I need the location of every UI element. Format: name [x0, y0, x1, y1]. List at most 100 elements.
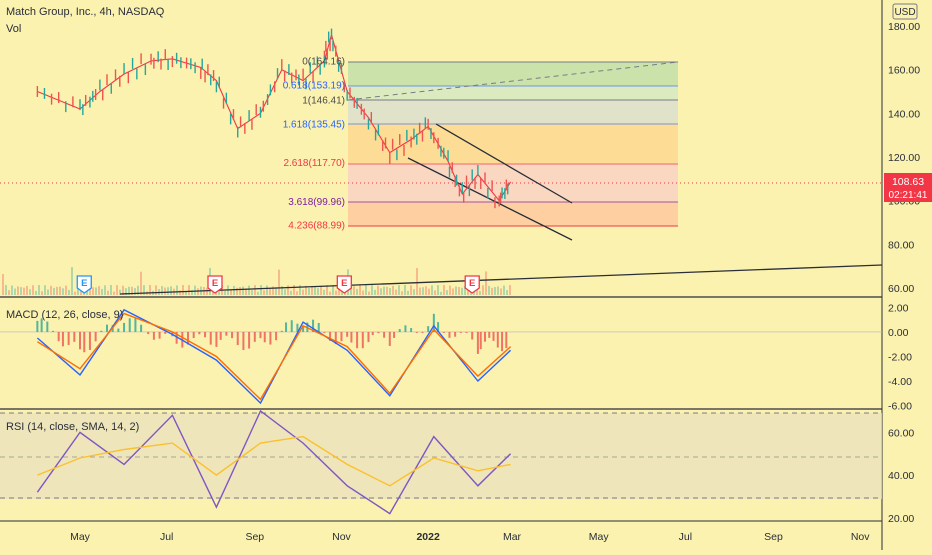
macd-histogram-bar [73, 331, 76, 342]
volume-bar [86, 288, 88, 295]
macd-histogram-bar [94, 331, 97, 342]
macd-histogram-bar [40, 318, 43, 332]
volume-bar [35, 290, 37, 295]
volume-bar [404, 285, 406, 295]
channel-upper-line[interactable] [435, 123, 573, 204]
volume-bar [389, 287, 391, 295]
volume-bar [335, 290, 337, 295]
macd-histogram-bar [242, 331, 245, 351]
earnings-marker[interactable]: E [336, 275, 352, 294]
x-tick-label: Mar [503, 531, 522, 543]
volume-bar [353, 286, 355, 295]
volume-bar [395, 289, 397, 295]
volume-bar [62, 288, 64, 295]
price-badge-countdown: 02:21:41 [889, 190, 928, 201]
macd-title[interactable]: MACD (12, 26, close, 9) [6, 309, 123, 321]
volume-title[interactable]: Vol [6, 23, 22, 35]
currency-label: USD [894, 7, 915, 18]
plot-layer [0, 28, 882, 515]
volume-bar [224, 291, 226, 295]
x-tick-label: Sep [764, 531, 783, 543]
volume-bar [425, 286, 427, 295]
fib-extension-zones[interactable] [347, 61, 679, 227]
currency-badge[interactable] [892, 3, 918, 20]
earnings-marker[interactable]: E [76, 275, 92, 294]
volume-bar [23, 287, 25, 295]
macd-histogram-bar [147, 331, 150, 335]
macd-histogram-bar [492, 331, 495, 341]
volume-bar [128, 286, 130, 295]
macd-histogram-bar [198, 331, 201, 335]
macd-histogram-bar [46, 321, 49, 332]
macd-histogram-bar [187, 331, 189, 345]
volume-bar [422, 287, 424, 295]
volume-bar [50, 285, 52, 295]
macd-histogram-bar [231, 331, 234, 339]
volume-bar [74, 291, 76, 295]
volume-bar [428, 288, 430, 295]
volume-bar [47, 289, 49, 295]
volume-bar [239, 287, 241, 295]
volume-bar [254, 285, 256, 295]
long-trend-line[interactable] [119, 264, 883, 295]
volume-bar [98, 286, 100, 295]
volume-bar [413, 289, 415, 295]
volume-bar [131, 286, 133, 295]
volume-bar [323, 289, 325, 295]
volume-bar [497, 286, 499, 295]
volume-bar [416, 268, 418, 295]
volume-bar [338, 285, 340, 295]
volume-bar [383, 286, 385, 295]
channel-lower-line[interactable] [407, 157, 573, 241]
volume-bar [329, 291, 331, 295]
volume-bar [71, 267, 73, 295]
macd-histogram-bar [361, 331, 364, 349]
macd-histogram-bar [248, 331, 251, 349]
macd-histogram-bar [317, 322, 320, 332]
macd-histogram-bar [253, 331, 256, 342]
volume-bar [257, 291, 259, 295]
macd-histogram-bar [296, 323, 299, 332]
volume-bar [464, 285, 466, 295]
rsi-title[interactable]: RSI (14, close, SMA, 14, 2) [6, 421, 139, 433]
volume-bar [275, 287, 277, 295]
volume-bar [113, 291, 115, 295]
macd-histogram-bar [83, 331, 86, 353]
macd-histogram-bar [404, 325, 407, 332]
macd-histogram-bar [61, 331, 64, 347]
x-tick-label: 2022 [416, 531, 440, 543]
volume-bar [506, 290, 508, 295]
volume-bar [248, 285, 250, 295]
symbol-title[interactable]: Match Group, Inc., 4h, NASDAQ [6, 6, 165, 18]
volume-bar [380, 288, 382, 295]
volume-bar [233, 285, 235, 295]
volume-bar [143, 285, 145, 295]
volume-bar [368, 291, 370, 295]
volume-bar [296, 291, 298, 295]
y-tick-label: 2.00 [888, 302, 909, 314]
volume-bar [458, 287, 460, 295]
volume-bar [53, 287, 55, 295]
macd-histogram-bar [219, 331, 222, 340]
x-tick-label: May [589, 531, 610, 543]
earnings-marker[interactable]: E [464, 275, 480, 294]
macd-histogram-bar [356, 331, 359, 349]
x-tick-label: Nov [851, 531, 870, 543]
volume-bar [311, 286, 313, 295]
volume-bar [104, 285, 106, 295]
fib-level-label: 1.618(135.45) [283, 119, 345, 130]
volume-bar [140, 271, 142, 295]
earnings-marker-shape [464, 275, 480, 294]
volume-bar [407, 290, 409, 295]
volume-bar [32, 285, 34, 295]
fib-zone-1-1618 [348, 100, 678, 124]
macd-histogram-bar [383, 331, 386, 338]
volume-bar [500, 288, 502, 295]
macd-histogram-bar [496, 331, 499, 348]
earnings-marker[interactable]: E [207, 275, 223, 294]
volume-bar [188, 285, 190, 295]
macd-histogram-bar [106, 324, 108, 332]
